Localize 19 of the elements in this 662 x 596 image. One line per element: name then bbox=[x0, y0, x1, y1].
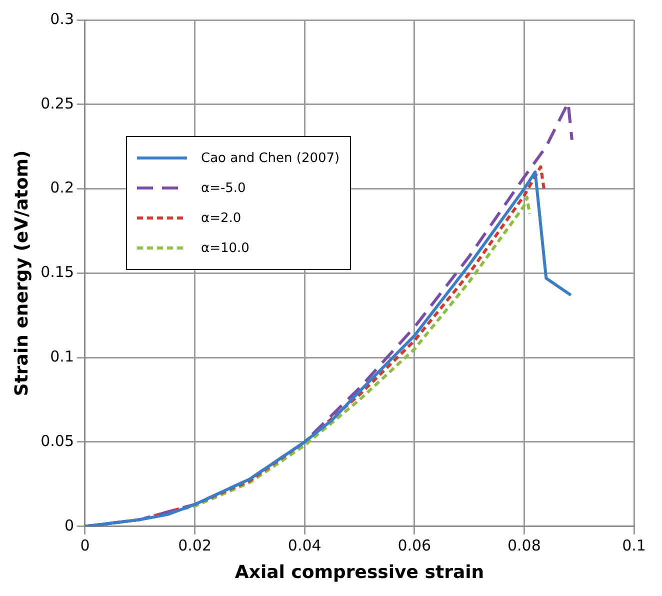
x-tick-label: 0.04 bbox=[288, 536, 322, 554]
legend-label: Cao and Chen (2007) bbox=[201, 150, 340, 166]
y-tick-label: 0 bbox=[64, 516, 74, 534]
legend-label: α=2.0 bbox=[201, 210, 242, 226]
x-tick-label: 0.06 bbox=[398, 536, 432, 554]
legend-label: α=-5.0 bbox=[201, 180, 246, 196]
y-tick-label: 0.3 bbox=[50, 10, 74, 28]
x-tick-label: 0.1 bbox=[622, 536, 646, 554]
x-axis-title: Axial compressive strain bbox=[234, 562, 484, 583]
y-tick-label: 0.1 bbox=[50, 347, 74, 366]
x-tick-label: 0 bbox=[80, 536, 90, 554]
x-tick-label: 0.08 bbox=[507, 536, 541, 554]
y-tick-label: 0.05 bbox=[40, 432, 74, 450]
legend-label: α=10.0 bbox=[201, 240, 250, 256]
x-tick-label: 0.02 bbox=[178, 536, 212, 554]
y-tick-label: 0.25 bbox=[40, 94, 74, 112]
y-axis-title: Strain energy (eV/atom) bbox=[11, 150, 32, 396]
y-tick-label: 0.2 bbox=[50, 178, 74, 197]
y-tick-label: 0.15 bbox=[40, 263, 74, 282]
